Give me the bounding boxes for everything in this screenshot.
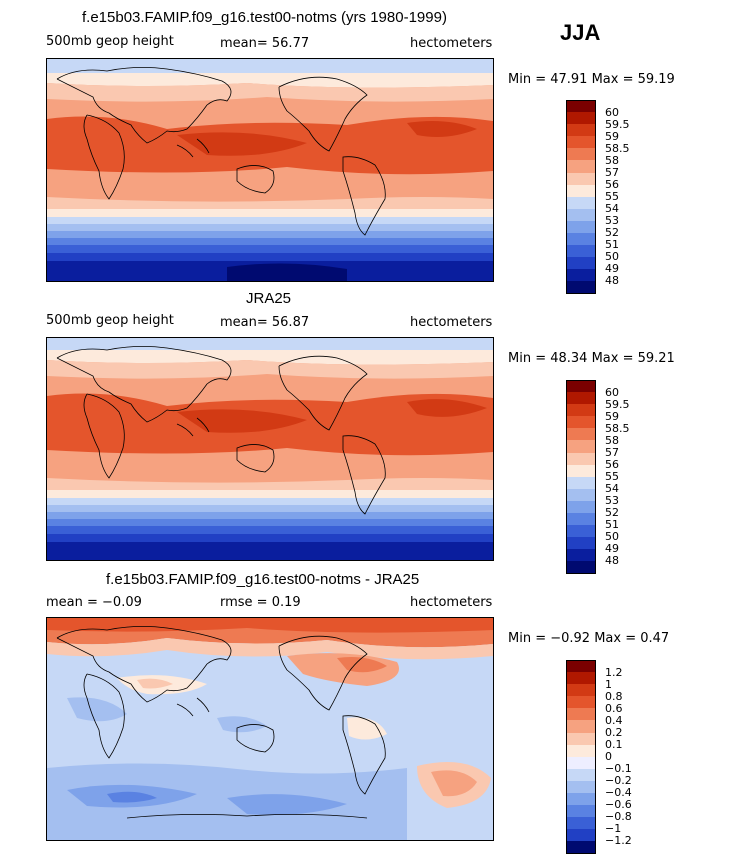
panel-3-legend-label: 0 [605, 750, 612, 763]
panel-2-legend-label: 49 [605, 542, 619, 555]
panel-3-contour-field [47, 618, 493, 840]
panel-2-legend-label: 52 [605, 506, 619, 519]
panel-2-legend-label: 55 [605, 470, 619, 483]
panel-1-legend-label: 53 [605, 214, 619, 227]
panel-3-legend-label: 0.1 [605, 738, 623, 751]
panel-2-contour-field [47, 338, 493, 560]
panel-3-legend-label: −1.2 [605, 834, 632, 847]
panel-2-title: JRA25 [246, 290, 292, 307]
panel-3-legend-label: −1 [605, 822, 622, 835]
panel-1-legend-label: 55 [605, 190, 619, 203]
panel-2-legend-label: 53 [605, 494, 619, 507]
panel-2-legend-label: 58 [605, 434, 619, 447]
panel-3-units: hectometers [410, 595, 493, 610]
panel-1-legend-label: 48 [605, 274, 619, 287]
panel-2-map [46, 337, 494, 561]
panel-1-variable-label: 500mb geop height [46, 34, 174, 49]
panel-3-legend-label: 0.8 [605, 690, 623, 703]
panel-2-mean: mean= 56.87 [220, 315, 310, 330]
panel-3-legend-label: −0.2 [605, 774, 632, 787]
panel-2-legend-label: 50 [605, 530, 619, 543]
panel-1-map [46, 58, 494, 282]
panel-2-min-max: Min = 48.34 Max = 59.21 [508, 351, 675, 366]
panel-3-legend-label: 0.2 [605, 726, 623, 739]
panel-3-legend-label: 0.4 [605, 714, 623, 727]
panel-1-legend-label: 56 [605, 178, 619, 191]
panel-1-legend-label: 54 [605, 202, 619, 215]
panel-3-rmse: rmse = 0.19 [220, 595, 301, 610]
panel-1-mean: mean= 56.77 [220, 36, 310, 51]
panel-1-colorbar [566, 100, 596, 294]
panel-1-legend-label: 51 [605, 238, 619, 251]
panel-3-legend-label: −0.1 [605, 762, 632, 775]
season-label: JJA [560, 20, 601, 45]
panel-1-legend-label: 50 [605, 250, 619, 263]
panel-3-legend-label: −0.4 [605, 786, 632, 799]
panel-1-legend-label: 58 [605, 154, 619, 167]
panel-2-legend-label: 51 [605, 518, 619, 531]
panel-3-min-max: Min = −0.92 Max = 0.47 [508, 631, 670, 646]
panel-2-colorbar [566, 380, 596, 574]
panel-3-legend-label: 1.2 [605, 666, 623, 679]
panel-1-legend-label: 59.5 [605, 118, 630, 131]
panel-3-mean: mean = −0.09 [46, 595, 142, 610]
panel-1-legend-label: 57 [605, 166, 619, 179]
panel-3-legend-label: −0.6 [605, 798, 632, 811]
panel-2-legend-label: 58.5 [605, 422, 630, 435]
panel-1-min-max: Min = 47.91 Max = 59.19 [508, 72, 675, 87]
panel-2-legend-label: 59.5 [605, 398, 630, 411]
panel-2-legend-label: 48 [605, 554, 619, 567]
panel-2-units: hectometers [410, 315, 493, 330]
panel-3-legend-label: 1 [605, 678, 612, 691]
panel-1-legend-label: 52 [605, 226, 619, 239]
panel-1-units: hectometers [410, 36, 493, 51]
panel-2-legend-label: 59 [605, 410, 619, 423]
panel-1-legend-label: 58.5 [605, 142, 630, 155]
panel-3-map [46, 617, 494, 841]
panel-2-legend-label: 60 [605, 386, 619, 399]
panel-3-legend-label: 0.6 [605, 702, 623, 715]
panel-2-variable-label: 500mb geop height [46, 313, 174, 328]
panel-1-contour-field [47, 59, 493, 281]
panel-1-title: f.e15b03.FAMIP.f09_g16.test00-notms (yrs… [82, 9, 447, 26]
panel-2-legend-label: 57 [605, 446, 619, 459]
panel-3-legend-label: −0.8 [605, 810, 632, 823]
panel-2-legend-label: 56 [605, 458, 619, 471]
panel-3-colorbar [566, 660, 596, 854]
panel-1-legend-label: 60 [605, 106, 619, 119]
panel-2-legend-label: 54 [605, 482, 619, 495]
panel-1-legend-label: 59 [605, 130, 619, 143]
panel-3-title: f.e15b03.FAMIP.f09_g16.test00-notms - JR… [106, 571, 420, 588]
panel-1-legend-label: 49 [605, 262, 619, 275]
